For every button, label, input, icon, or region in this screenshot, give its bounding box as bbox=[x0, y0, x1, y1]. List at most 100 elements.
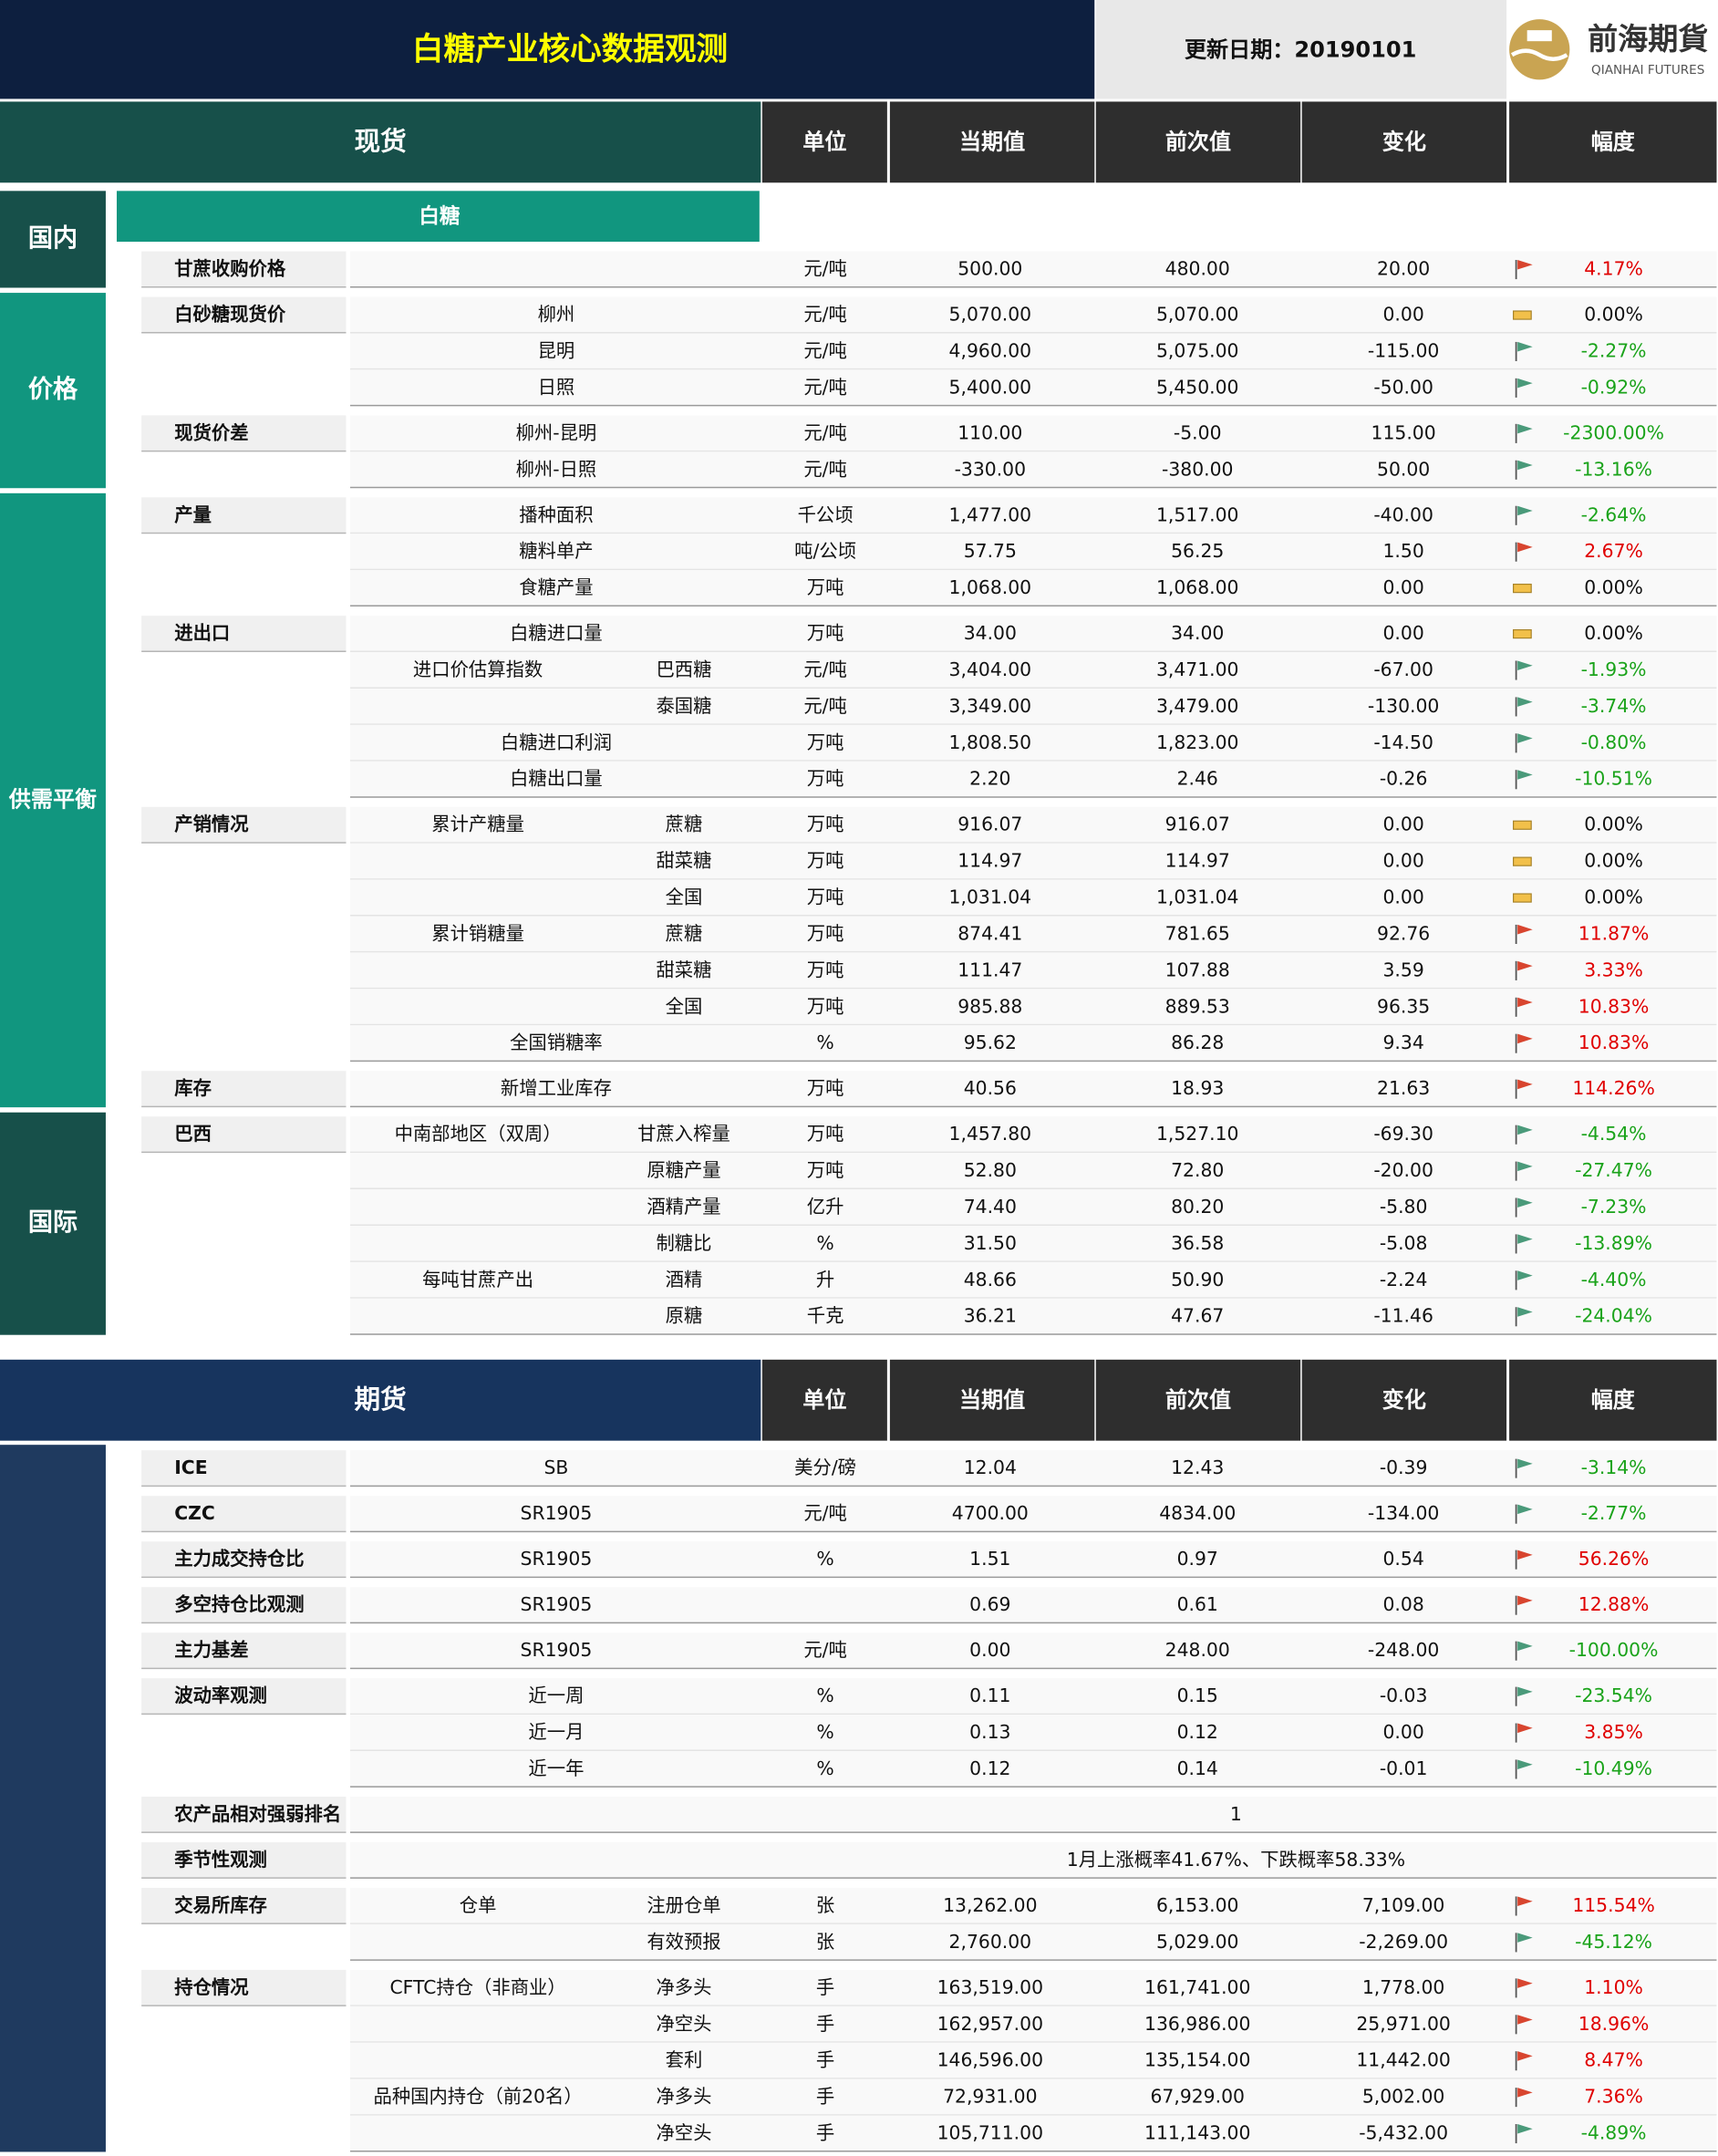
row-bg bbox=[350, 989, 1717, 1024]
current-value: 162,957.00 bbox=[937, 2013, 1043, 2035]
row-bg bbox=[350, 652, 1717, 688]
change: 20.00 bbox=[1377, 258, 1430, 280]
red-flag bbox=[1517, 924, 1533, 935]
sub-item-name: 原糖 bbox=[666, 1305, 703, 1327]
current-value: 1,068.00 bbox=[949, 576, 1032, 598]
change-percent: 18.96% bbox=[1578, 2013, 1650, 2035]
unit: 万吨 bbox=[807, 1159, 844, 1181]
row-bg bbox=[350, 1071, 1717, 1106]
logo-cn: 前海期貨 bbox=[1588, 21, 1708, 57]
previous-value: 889.53 bbox=[1165, 995, 1230, 1017]
current-value: 12.04 bbox=[964, 1456, 1017, 1478]
section-header-box bbox=[0, 1359, 761, 1441]
change: -11.46 bbox=[1373, 1305, 1433, 1327]
change-percent: 1.10% bbox=[1584, 1976, 1643, 1998]
unit: 万吨 bbox=[807, 731, 844, 753]
current-value: 34.00 bbox=[964, 622, 1017, 644]
group-label-cell bbox=[141, 1797, 347, 1832]
side-label: 供需平衡 bbox=[8, 786, 97, 812]
change-percent: -2.27% bbox=[1581, 339, 1647, 361]
unit: % bbox=[816, 1232, 833, 1254]
change-percent: 12.88% bbox=[1578, 1593, 1650, 1615]
item-name: SR1905 bbox=[521, 1502, 593, 1524]
group-label-cell bbox=[141, 296, 347, 333]
green-flag bbox=[1517, 2123, 1533, 2134]
row-bg bbox=[350, 1678, 1717, 1714]
row-bg bbox=[350, 1751, 1717, 1787]
item-name: 昆明 bbox=[538, 339, 575, 361]
green-flag bbox=[1517, 1307, 1533, 1317]
red-flag bbox=[1517, 997, 1533, 1008]
change-percent: -2300.00% bbox=[1563, 421, 1664, 443]
red-flag bbox=[1517, 1033, 1533, 1044]
item-name: 近一年 bbox=[528, 1757, 584, 1779]
unit: 元/吨 bbox=[803, 458, 847, 480]
row-bg bbox=[350, 2042, 1717, 2078]
red-flag bbox=[1517, 960, 1533, 971]
column-header: 变化 bbox=[1382, 1387, 1426, 1413]
update-date: 更新日期：20190101 bbox=[1185, 37, 1416, 63]
item-name: 柳州-昆明 bbox=[516, 421, 597, 443]
change-percent: -23.54% bbox=[1575, 1684, 1652, 1706]
previous-value: 1,031.04 bbox=[1156, 886, 1239, 908]
change-percent: 114.26% bbox=[1572, 1077, 1654, 1099]
change: -0.26 bbox=[1380, 768, 1428, 790]
sub-item-name: 蔗糖 bbox=[666, 814, 703, 835]
change: -2,269.00 bbox=[1359, 1931, 1448, 1953]
row-bg bbox=[350, 806, 1717, 843]
flat-indicator bbox=[1513, 628, 1532, 639]
group-label: 波动率观测 bbox=[174, 1684, 267, 1706]
unit: 元/吨 bbox=[803, 339, 847, 361]
unit: 万吨 bbox=[807, 1123, 844, 1145]
change-percent: -0.80% bbox=[1581, 731, 1647, 753]
section-title: 期货 bbox=[355, 1384, 407, 1415]
green-flag bbox=[1517, 1933, 1533, 1943]
group-label-cell bbox=[141, 1842, 347, 1878]
previous-value: 36.58 bbox=[1171, 1232, 1224, 1254]
column-header: 幅度 bbox=[1591, 130, 1636, 155]
row-bg bbox=[350, 843, 1717, 879]
row-bg bbox=[350, 761, 1717, 797]
item-name: SR1905 bbox=[521, 1593, 593, 1615]
unit: 万吨 bbox=[807, 886, 844, 908]
change-percent: -2.64% bbox=[1581, 503, 1647, 525]
group-label-cell bbox=[141, 415, 347, 451]
red-flag bbox=[1517, 542, 1533, 553]
group-label: 多空持仓比观测 bbox=[174, 1593, 304, 1615]
group-label: 交易所库存 bbox=[174, 1894, 267, 1916]
unit: 手 bbox=[816, 2049, 834, 2071]
column-header-box bbox=[889, 1359, 1095, 1441]
change: 0.00 bbox=[1382, 1721, 1423, 1743]
unit: 千克 bbox=[807, 1305, 844, 1327]
current-value: 0.69 bbox=[969, 1593, 1010, 1615]
change: -20.00 bbox=[1373, 1159, 1433, 1181]
sub-item-name: 蔗糖 bbox=[666, 922, 703, 944]
change-percent: 10.83% bbox=[1578, 1031, 1650, 1053]
current-value: 57.75 bbox=[964, 540, 1017, 562]
row-bg bbox=[350, 1116, 1717, 1152]
change-percent: 3.33% bbox=[1584, 959, 1643, 980]
item-name: 白糖进口利润 bbox=[501, 731, 612, 753]
section-title: 现货 bbox=[355, 126, 407, 157]
unit: % bbox=[816, 1757, 833, 1779]
sub-item-name: 甘蔗入榨量 bbox=[637, 1123, 730, 1145]
item-name: 日照 bbox=[538, 376, 575, 398]
group-label: 巴西 bbox=[174, 1123, 212, 1145]
unit: 万吨 bbox=[807, 995, 844, 1017]
column-header-box bbox=[1095, 1359, 1301, 1441]
group-label: CZC bbox=[174, 1502, 215, 1524]
previous-value: 5,450.00 bbox=[1156, 376, 1239, 398]
green-flag bbox=[1517, 660, 1533, 671]
current-value: 1,031.04 bbox=[949, 886, 1032, 908]
change-percent: 0.00% bbox=[1584, 886, 1643, 908]
previous-value: 136,986.00 bbox=[1144, 2013, 1250, 2035]
change-percent: -27.47% bbox=[1575, 1159, 1652, 1181]
unit: 元/吨 bbox=[803, 421, 847, 443]
row-bg bbox=[350, 534, 1717, 569]
column-header: 单位 bbox=[802, 1387, 846, 1413]
previous-value: 0.61 bbox=[1177, 1593, 1218, 1615]
side-label-box bbox=[0, 1112, 106, 1335]
item-name: 进口价估算指数 bbox=[413, 658, 543, 680]
sub-item-name: 制糖比 bbox=[656, 1232, 711, 1254]
